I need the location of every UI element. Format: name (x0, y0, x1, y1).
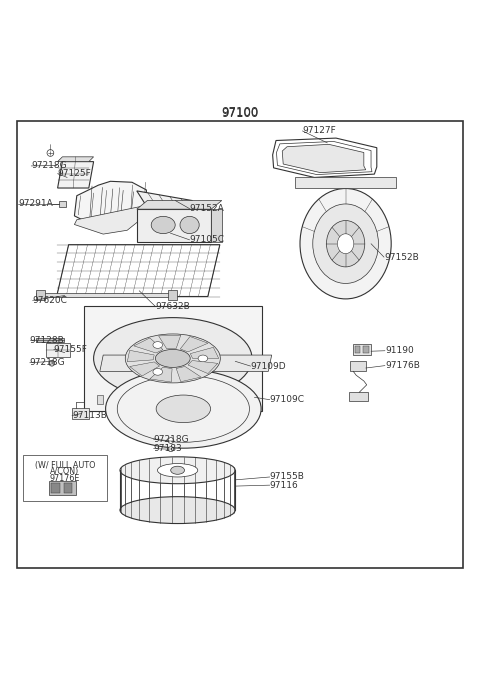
Ellipse shape (168, 446, 174, 451)
Bar (349, 391, 368, 401)
Text: 97100: 97100 (221, 107, 259, 120)
Polygon shape (57, 245, 220, 296)
Polygon shape (211, 209, 222, 242)
Bar (168, 290, 177, 300)
Polygon shape (58, 157, 94, 162)
Ellipse shape (156, 395, 211, 422)
Text: 97176E: 97176E (50, 474, 80, 483)
Text: 97109C: 97109C (270, 395, 305, 404)
Ellipse shape (337, 234, 354, 254)
Ellipse shape (49, 360, 55, 366)
Text: 97218G: 97218G (154, 435, 189, 444)
Text: 97291A: 97291A (18, 199, 53, 208)
Text: 97218G: 97218G (31, 161, 67, 170)
Bar (350, 361, 366, 371)
Ellipse shape (156, 349, 190, 367)
Text: 97116: 97116 (270, 481, 299, 490)
Polygon shape (276, 141, 372, 174)
Text: 97100: 97100 (221, 106, 259, 119)
Ellipse shape (125, 334, 220, 383)
Bar (49, 482, 76, 495)
Polygon shape (74, 205, 146, 234)
Ellipse shape (47, 150, 54, 156)
Polygon shape (127, 350, 154, 362)
Polygon shape (97, 395, 103, 404)
Ellipse shape (180, 216, 199, 234)
Polygon shape (74, 181, 146, 227)
Text: 97105C: 97105C (190, 236, 225, 245)
Polygon shape (180, 336, 208, 352)
Ellipse shape (153, 342, 163, 349)
Ellipse shape (120, 457, 235, 484)
Ellipse shape (313, 204, 378, 283)
Bar (36, 338, 64, 342)
Polygon shape (58, 162, 94, 188)
Text: 97176B: 97176B (385, 361, 420, 370)
Text: 97125F: 97125F (58, 169, 91, 178)
Polygon shape (137, 209, 211, 242)
Polygon shape (100, 355, 272, 371)
Text: 97620C: 97620C (33, 296, 68, 305)
Bar (59, 200, 66, 207)
Polygon shape (282, 144, 366, 173)
Text: 97155B: 97155B (270, 473, 305, 482)
Bar (23, 455, 107, 500)
Bar (36, 293, 175, 298)
Ellipse shape (326, 220, 365, 267)
Text: (W/ FULL AUTO: (W/ FULL AUTO (35, 461, 96, 470)
Ellipse shape (153, 369, 163, 376)
Polygon shape (130, 362, 159, 376)
Bar (72, 409, 89, 419)
Text: 97218G: 97218G (30, 358, 65, 367)
Ellipse shape (157, 464, 198, 477)
Bar (363, 346, 369, 353)
Text: 97152A: 97152A (190, 204, 224, 213)
Text: 97155F: 97155F (54, 344, 88, 353)
Polygon shape (190, 347, 219, 358)
Ellipse shape (171, 466, 184, 474)
Ellipse shape (106, 369, 261, 448)
Ellipse shape (300, 189, 391, 299)
Bar (64, 483, 72, 493)
Polygon shape (176, 367, 201, 382)
Text: 97128B: 97128B (30, 336, 64, 344)
Text: 97183: 97183 (154, 444, 182, 453)
Bar (84, 306, 262, 411)
Polygon shape (150, 367, 172, 382)
Text: 97109D: 97109D (251, 362, 286, 371)
Polygon shape (188, 360, 218, 373)
Ellipse shape (94, 318, 252, 399)
Polygon shape (273, 138, 377, 178)
Polygon shape (137, 200, 222, 209)
Bar (355, 346, 360, 353)
Ellipse shape (120, 497, 235, 524)
Text: 97152B: 97152B (384, 253, 419, 262)
Polygon shape (137, 191, 206, 222)
Bar (353, 344, 371, 355)
Text: 91190: 91190 (385, 347, 414, 356)
Ellipse shape (168, 438, 174, 444)
Bar (46, 342, 70, 357)
Text: 97632B: 97632B (155, 302, 190, 311)
Ellipse shape (198, 355, 208, 362)
Text: 97127F: 97127F (302, 126, 336, 136)
Bar (295, 177, 396, 187)
Bar (36, 290, 45, 300)
Ellipse shape (151, 216, 175, 234)
Polygon shape (134, 338, 163, 353)
Text: 97113B: 97113B (72, 411, 107, 420)
Polygon shape (158, 335, 181, 349)
Bar (51, 483, 60, 493)
Text: A/CON): A/CON) (50, 467, 80, 476)
